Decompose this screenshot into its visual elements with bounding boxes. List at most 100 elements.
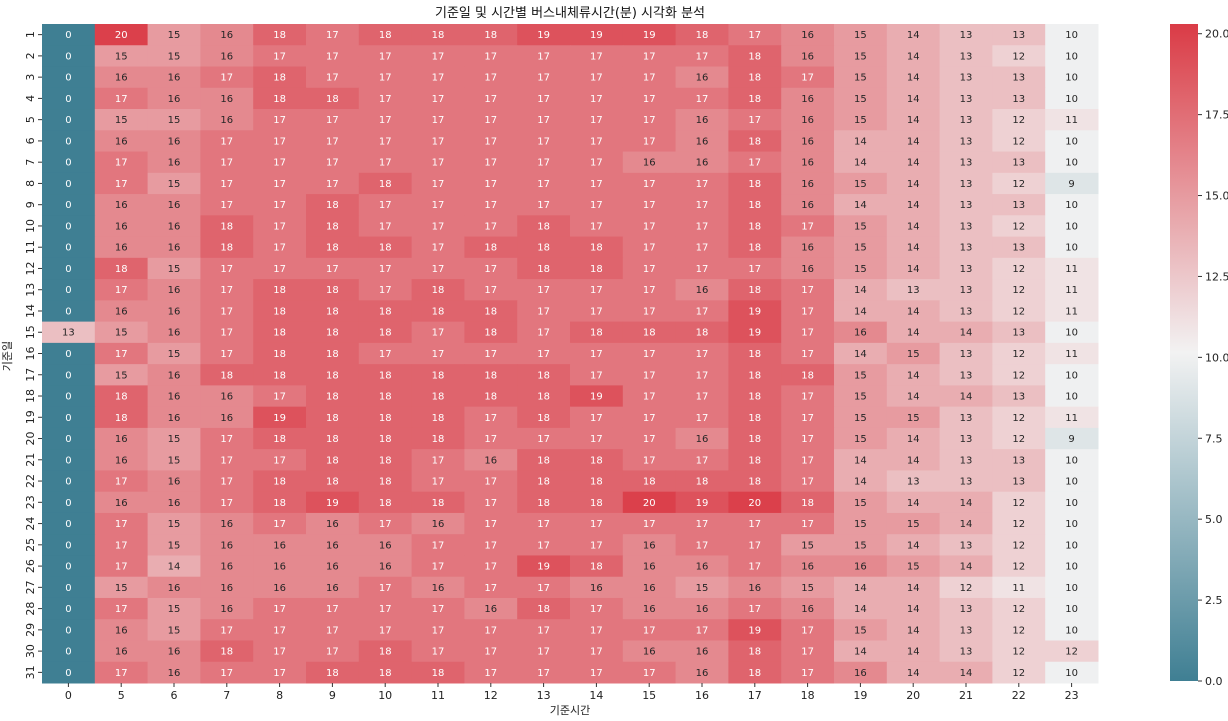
cell-value-label: 16 [696, 434, 709, 445]
heatmap-cell [200, 491, 254, 514]
heatmap-cell [1045, 640, 1099, 663]
heatmap-cell [517, 364, 571, 386]
heatmap-cell [517, 24, 571, 46]
y-tick-label: 24 [24, 517, 37, 531]
heatmap-cell [147, 215, 201, 238]
heatmap-cell [886, 24, 941, 46]
cell-value-label: 16 [854, 668, 867, 679]
cell-value-label: 14 [907, 243, 920, 254]
heatmap-cell [147, 236, 201, 259]
cell-value-label: 18 [432, 668, 445, 679]
cell-value-label: 16 [484, 455, 497, 466]
cell-value-label: 12 [1012, 115, 1025, 126]
cell-value-label: 13 [960, 73, 973, 84]
heatmap-cell [358, 45, 413, 68]
cell-value-label: 14 [854, 306, 867, 317]
heatmap-cell [411, 279, 465, 301]
heatmap-cell [1045, 300, 1099, 323]
cell-value-label: 14 [854, 477, 867, 488]
cell-value-label: 14 [907, 540, 920, 551]
heatmap-cell [42, 597, 96, 620]
heatmap-cell [675, 87, 729, 110]
cell-value-label: 16 [168, 498, 181, 509]
cell-value-label: 18 [379, 243, 392, 254]
heatmap-cell [464, 491, 518, 514]
y-tick-label: 2 [24, 52, 37, 59]
cell-value-label: 12 [1012, 498, 1025, 509]
heatmap-cell [886, 236, 941, 259]
heatmap-cell [622, 491, 677, 514]
cell-value-label: 12 [1012, 221, 1025, 232]
heatmap-cell [253, 151, 307, 174]
cell-value-label: 17 [379, 221, 392, 232]
cell-value-label: 17 [748, 115, 761, 126]
heatmap-cell [1045, 406, 1099, 429]
heatmap-cell [358, 534, 413, 556]
cell-value-label: 17 [696, 306, 709, 317]
heatmap-cell [517, 87, 571, 110]
heatmap-cell [411, 406, 465, 429]
cell-value-label: 12 [1012, 51, 1025, 62]
cell-value-label: 18 [379, 455, 392, 466]
heatmap-cell [94, 151, 149, 174]
heatmap-cell [94, 321, 149, 344]
cell-value-label: 16 [168, 158, 181, 169]
heatmap-cell [464, 406, 518, 429]
cell-value-label: 17 [484, 264, 497, 275]
cell-value-label: 12 [1012, 647, 1025, 658]
heatmap-cell [781, 385, 835, 408]
cell-value-label: 18 [537, 392, 550, 403]
heatmap-cell [834, 512, 888, 535]
cell-value-label: 16 [220, 94, 233, 105]
heatmap-cell [464, 257, 518, 280]
cell-value-label: 17 [432, 94, 445, 105]
heatmap-cell [464, 279, 518, 301]
heatmap-cell [94, 172, 149, 195]
colorbar: 0.0 2.5 5.0 7.5 10.0 12.5 15.0 17.5 20.0 [1170, 24, 1228, 688]
heatmap-cell [781, 555, 835, 578]
cell-value-label: 17 [115, 349, 128, 360]
heatmap-cell [42, 512, 96, 535]
cell-value-label: 15 [854, 221, 867, 232]
heatmap-cell [834, 109, 888, 131]
cell-value-label: 17 [643, 306, 656, 317]
heatmap-cell [411, 257, 465, 280]
cell-value-label: 17 [590, 221, 603, 232]
heatmap-cell [517, 576, 571, 599]
cell-value-label: 17 [801, 668, 814, 679]
heatmap-cell [358, 342, 413, 365]
heatmap-cell [200, 364, 254, 386]
heatmap-cell [834, 151, 888, 174]
heatmap-cell [306, 151, 360, 174]
heatmap-cell [939, 491, 993, 514]
cell-value-label: 18 [590, 243, 603, 254]
heatmap-cell [94, 640, 149, 663]
cell-value-label: 15 [168, 455, 181, 466]
cell-value-label: 17 [326, 51, 339, 62]
heatmap-cell [781, 576, 835, 599]
heatmap-cell [411, 24, 465, 46]
cell-value-label: 18 [273, 498, 286, 509]
y-tick-label: 17 [24, 368, 37, 382]
heatmap-cell [411, 87, 465, 110]
cell-value-label: 17 [379, 51, 392, 62]
cell-value-label: 16 [643, 158, 656, 169]
cell-value-label: 17 [643, 413, 656, 424]
cell-value-label: 18 [432, 434, 445, 445]
heatmap-cell [200, 385, 254, 408]
cell-value-label: 17 [643, 115, 656, 126]
x-tick-label: 21 [959, 689, 973, 702]
heatmap-cell [675, 470, 729, 493]
heatmap-cell [306, 619, 360, 641]
heatmap-cell [42, 279, 96, 301]
heatmap-cell [253, 172, 307, 195]
heatmap-cell [200, 236, 254, 259]
cell-value-label: 17 [432, 115, 445, 126]
heatmap-cell [306, 66, 360, 89]
heatmap-cell [358, 364, 413, 386]
cell-value-label: 17 [643, 200, 656, 211]
cell-value-label: 17 [537, 328, 550, 339]
cell-value-label: 15 [854, 434, 867, 445]
heatmap-cell [886, 640, 941, 663]
